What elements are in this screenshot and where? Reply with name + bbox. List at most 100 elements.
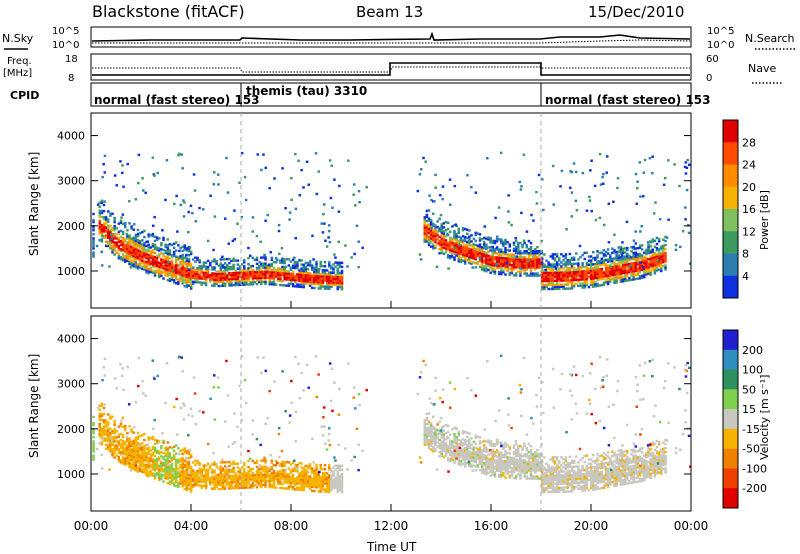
velocity-cell xyxy=(260,485,263,489)
power-cell xyxy=(461,255,465,258)
velocity-cell xyxy=(423,419,427,422)
power-cell xyxy=(92,218,95,222)
power-cell xyxy=(162,261,165,264)
velocity-cell xyxy=(330,470,333,473)
power-cell xyxy=(119,249,123,253)
power-cell xyxy=(525,249,529,253)
power-cell xyxy=(657,256,661,259)
power-cell xyxy=(153,270,157,273)
power-cell xyxy=(640,248,644,251)
velocity-cell xyxy=(187,483,191,486)
velocity-cell xyxy=(453,437,456,440)
velocity-cell xyxy=(287,475,291,478)
power-cell xyxy=(272,269,276,272)
velocity-cell xyxy=(523,444,526,448)
power-cell xyxy=(514,266,518,269)
power-cell xyxy=(508,267,512,271)
power-cell xyxy=(640,256,644,259)
velocity-cell xyxy=(277,472,280,475)
velocity-cell xyxy=(145,453,148,457)
power-cell xyxy=(243,259,246,262)
power-cell xyxy=(181,257,184,261)
power-cell xyxy=(113,220,116,224)
velocity-cell xyxy=(230,462,233,466)
power-cell xyxy=(221,282,225,285)
velocity-cell xyxy=(128,437,131,440)
power-cell xyxy=(575,270,578,273)
velocity-cell xyxy=(141,452,144,455)
power-cell xyxy=(480,258,484,261)
power-cell xyxy=(621,265,625,269)
velocity-cell xyxy=(334,482,337,486)
velocity-cell xyxy=(268,483,272,487)
power-cell xyxy=(308,262,312,265)
velocity-cell xyxy=(158,452,161,455)
power-cell xyxy=(655,255,659,258)
velocity-cell xyxy=(170,463,174,466)
power-cell xyxy=(429,225,433,228)
power-cell xyxy=(234,275,238,279)
power-cell xyxy=(606,268,610,272)
velocity-cell xyxy=(138,467,142,470)
velocity-cell xyxy=(168,466,172,469)
velocity-cell xyxy=(262,483,265,487)
power-cell xyxy=(485,243,488,247)
velocity-cell xyxy=(474,454,478,458)
power-cell xyxy=(149,250,153,253)
power-cell xyxy=(613,233,616,236)
power-cell xyxy=(249,273,252,276)
power-cell xyxy=(236,279,240,283)
velocity-cell xyxy=(440,436,444,439)
velocity-cell xyxy=(119,424,123,427)
velocity-cell xyxy=(281,460,284,464)
velocity-cell xyxy=(247,476,250,479)
power-cell xyxy=(592,257,595,260)
velocity-cell xyxy=(493,461,497,464)
power-cell xyxy=(117,222,121,225)
velocity-cell xyxy=(204,474,208,478)
power-cell xyxy=(619,247,623,251)
power-cell xyxy=(619,276,623,279)
velocity-cell xyxy=(160,477,163,480)
power-cell xyxy=(281,273,284,277)
velocity-cell xyxy=(185,452,189,455)
power-cell xyxy=(117,232,121,236)
power-cell xyxy=(623,269,627,272)
power-cell xyxy=(119,247,123,251)
power-cell xyxy=(226,276,229,279)
power-cell xyxy=(126,253,129,256)
power-cell xyxy=(645,256,648,260)
velocity-cell xyxy=(170,473,174,476)
power-cell xyxy=(607,202,611,205)
velocity-cell xyxy=(491,462,495,466)
power-cell xyxy=(130,245,133,249)
power-cell xyxy=(130,263,133,267)
velocity-cell xyxy=(270,465,274,469)
power-cell xyxy=(500,238,503,241)
power-cell xyxy=(302,269,306,273)
power-cell xyxy=(594,268,597,272)
power-cell xyxy=(662,260,665,264)
velocity-cell xyxy=(126,458,129,461)
velocity-cell xyxy=(336,486,340,490)
velocity-cell xyxy=(474,436,478,440)
power-cell xyxy=(109,246,112,250)
velocity-cell xyxy=(107,431,110,434)
power-cell xyxy=(234,259,238,262)
velocity-cell xyxy=(434,439,437,442)
power-cell xyxy=(281,283,284,287)
power-cell xyxy=(192,266,195,269)
velocity-cell xyxy=(466,453,469,457)
velocity-cell xyxy=(453,461,456,464)
power-cell xyxy=(645,248,648,252)
velocity-cell xyxy=(194,459,197,462)
velocity-cell xyxy=(274,472,278,475)
power-cell xyxy=(523,260,526,263)
power-cell xyxy=(491,241,495,245)
power-cell xyxy=(638,244,642,247)
velocity-cell xyxy=(183,483,187,487)
power-cell xyxy=(130,251,133,255)
power-cell xyxy=(143,254,146,257)
power-cell xyxy=(600,251,604,254)
velocity-cell xyxy=(508,460,512,463)
